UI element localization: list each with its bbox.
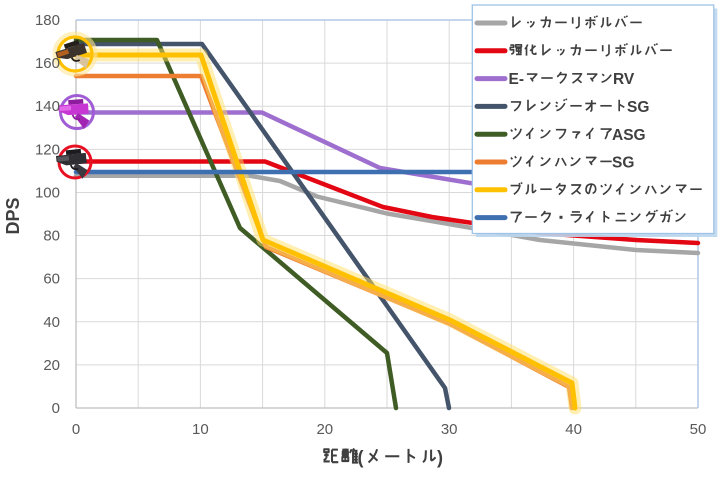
svg-text:40: 40 — [565, 421, 582, 438]
svg-text:60: 60 — [43, 271, 60, 288]
svg-text:0: 0 — [52, 400, 60, 417]
svg-text:SG: SG — [627, 99, 649, 116]
svg-text:160: 160 — [35, 55, 60, 72]
svg-text:40: 40 — [43, 314, 60, 331]
svg-text:100: 100 — [35, 184, 60, 201]
svg-text:DPS: DPS — [3, 197, 23, 234]
svg-text:ASG: ASG — [612, 127, 646, 144]
svg-text:50: 50 — [690, 421, 707, 438]
svg-text:140: 140 — [35, 98, 60, 115]
svg-text:10: 10 — [192, 421, 209, 438]
svg-text:SG: SG — [612, 155, 634, 172]
svg-text:20: 20 — [43, 357, 60, 374]
svg-text:E-: E- — [509, 71, 525, 88]
svg-text:30: 30 — [441, 421, 458, 438]
svg-text:RV: RV — [613, 71, 635, 88]
svg-text:(: ( — [358, 448, 364, 468]
svg-text:80: 80 — [43, 228, 60, 245]
svg-text:0: 0 — [72, 421, 80, 438]
svg-text:): ) — [437, 448, 443, 468]
svg-text:180: 180 — [35, 12, 60, 29]
svg-text:20: 20 — [316, 421, 333, 438]
svg-text:120: 120 — [35, 141, 60, 158]
